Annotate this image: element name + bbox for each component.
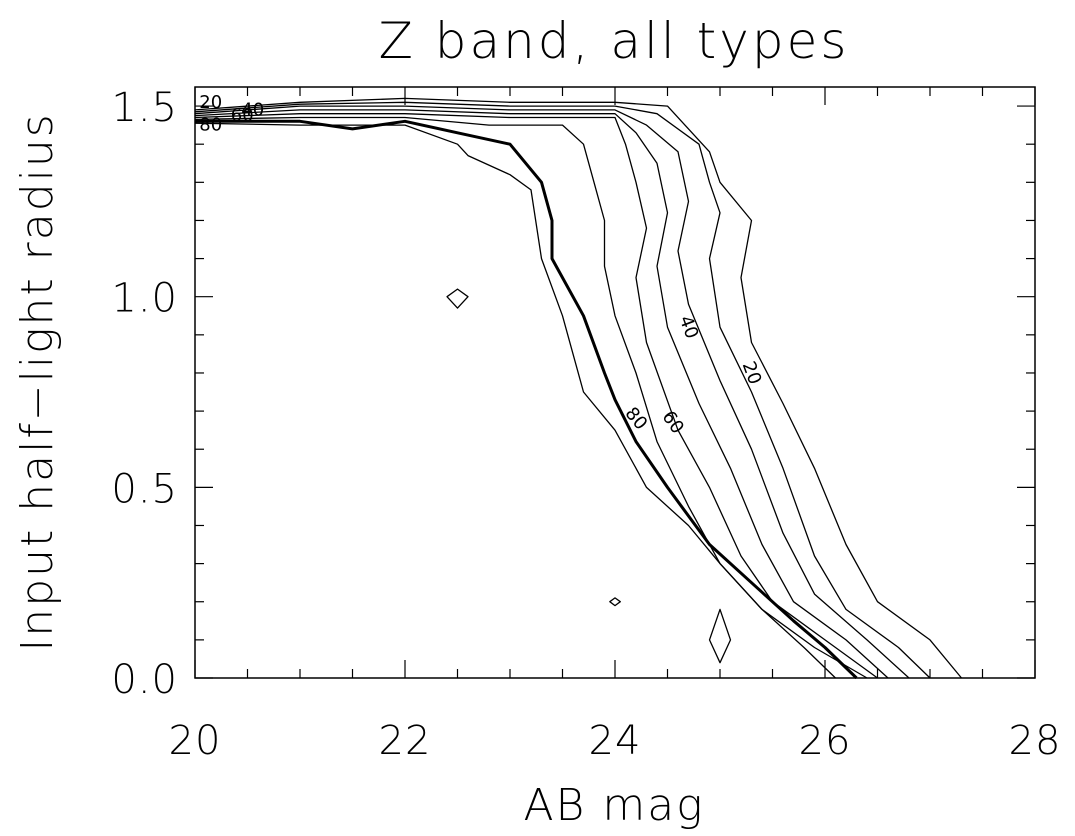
x-tick-label: 20 bbox=[169, 718, 222, 764]
contour-island bbox=[609, 597, 621, 607]
y-tick-label: 1.0 bbox=[111, 276, 178, 322]
x-tick-label: 26 bbox=[799, 718, 852, 764]
y-tick-label: 0.5 bbox=[111, 466, 178, 512]
contour-line-80 bbox=[195, 119, 858, 680]
y-axis-label: Input half−light radius bbox=[12, 112, 63, 651]
y-tick-label: 0.0 bbox=[111, 657, 178, 703]
x-tick-labels: 20 22 24 26 28 bbox=[169, 718, 1062, 764]
axis-ticks bbox=[194, 87, 1036, 679]
contour-line-40 bbox=[194, 105, 910, 679]
y-tick-labels: 0.0 0.5 1.0 1.5 bbox=[111, 85, 178, 703]
x-axis-label: AB mag bbox=[523, 780, 704, 831]
contour-island bbox=[446, 288, 469, 309]
contour-island bbox=[708, 608, 732, 664]
contour-label-60: 60 bbox=[231, 105, 254, 126]
contour-lines bbox=[194, 97, 963, 680]
contour-line-60 bbox=[194, 113, 878, 679]
contour-line-50 bbox=[194, 109, 889, 679]
x-tick-label: 28 bbox=[1009, 718, 1062, 764]
plot-frame bbox=[194, 86, 1036, 679]
contour-label-20: 20 bbox=[199, 92, 222, 113]
contour-label-40: 40 bbox=[241, 99, 264, 120]
contour-line-90 bbox=[194, 122, 836, 679]
x-tick-label: 22 bbox=[379, 718, 432, 764]
contour-label-20: 20 bbox=[738, 359, 766, 388]
chart-title: Z band, all types bbox=[379, 12, 850, 70]
contour-label-40: 40 bbox=[675, 313, 703, 342]
x-tick-label: 24 bbox=[589, 718, 642, 764]
contour-line-30 bbox=[194, 101, 931, 679]
y-tick-label: 1.5 bbox=[111, 85, 178, 131]
contour-label-60: 60 bbox=[658, 407, 688, 438]
contour-line-70 bbox=[194, 116, 868, 679]
contour-line-20 bbox=[194, 97, 963, 679]
contour-islands bbox=[446, 288, 732, 664]
contour-label-80: 80 bbox=[199, 115, 222, 136]
